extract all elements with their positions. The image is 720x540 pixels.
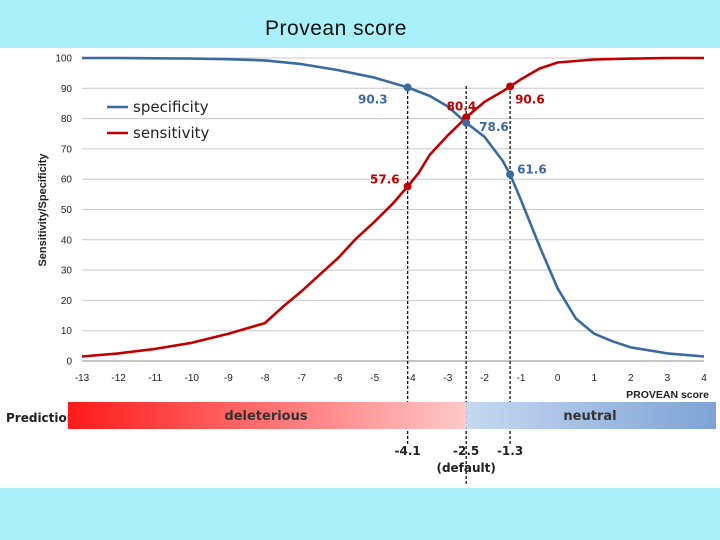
annotation-point-sensitivity bbox=[506, 82, 515, 91]
y-tick-label: 40 bbox=[61, 235, 73, 246]
y-tick-label: 60 bbox=[61, 175, 73, 186]
annotation-point-sensitivity bbox=[403, 182, 412, 191]
x-tick-label: -12 bbox=[111, 373, 126, 384]
top-band bbox=[0, 0, 720, 48]
x-tick-label: -11 bbox=[148, 373, 162, 384]
bottom-band bbox=[0, 488, 720, 540]
x-tick-label: -4 bbox=[407, 373, 416, 384]
legend: specificity sensitivity bbox=[107, 98, 210, 142]
y-axis: 0 10 20 30 40 50 60 70 80 90 100 bbox=[55, 54, 72, 368]
grid-lines bbox=[82, 57, 704, 362]
legend-label-sensitivity: sensitivity bbox=[133, 124, 210, 142]
x-tick-label: 3 bbox=[665, 373, 671, 384]
annotation-label-specificity: 90.3 bbox=[358, 92, 388, 106]
neutral-label: neutral bbox=[563, 409, 616, 424]
x-tick-label: -5 bbox=[370, 373, 379, 384]
annotation-label-specificity: 61.6 bbox=[517, 162, 547, 176]
prediction-label: Prediction: bbox=[6, 411, 80, 425]
series-line-sensitivity bbox=[81, 56, 704, 358]
y-axis-label: Sensitivity/Specificity bbox=[37, 153, 49, 267]
annotation-label-sensitivity: 57.6 bbox=[370, 172, 400, 186]
annotation-point-specificity bbox=[462, 118, 471, 127]
y-tick-label: 0 bbox=[66, 357, 72, 368]
x-tick-label: -1 bbox=[517, 373, 526, 384]
x-tick-label: -3 bbox=[443, 373, 452, 384]
y-tick-label: 10 bbox=[61, 326, 73, 337]
page-title: Provean score bbox=[265, 17, 407, 40]
deleterious-label: deleterious bbox=[224, 409, 307, 424]
x-tick-label: -8 bbox=[260, 373, 269, 384]
x-tick-label: 2 bbox=[628, 373, 634, 384]
y-tick-label: 90 bbox=[61, 84, 73, 95]
x-tick-label: 1 bbox=[591, 373, 597, 384]
y-tick-label: 100 bbox=[55, 54, 72, 65]
x-tick-label: -7 bbox=[297, 373, 306, 384]
y-tick-label: 50 bbox=[61, 205, 73, 216]
neutral-bar bbox=[466, 402, 716, 429]
y-tick-label: 30 bbox=[61, 266, 73, 277]
x-tick-label: -10 bbox=[185, 373, 200, 384]
cutoff-sublabel: (default) bbox=[436, 461, 495, 475]
annotation-points: 90.3 57.6 80.478.6 90.6 61.6 bbox=[358, 82, 547, 191]
annotation-label-sensitivity: 80.4 bbox=[447, 99, 477, 113]
annotation-label-specificity: 78.6 bbox=[479, 120, 509, 134]
x-tick-label: -9 bbox=[224, 373, 233, 384]
y-tick-label: 80 bbox=[61, 114, 73, 125]
deleterious-bar bbox=[68, 402, 467, 429]
y-tick-label: 70 bbox=[61, 144, 73, 155]
x-tick-label: -6 bbox=[334, 373, 343, 384]
annotation-point-specificity bbox=[403, 83, 412, 92]
cutoff-labels: -4.1 -2.5 (default)-1.3 bbox=[395, 444, 524, 475]
cutoff-label: -4.1 bbox=[395, 444, 421, 458]
x-axis: -13 -12 -11 -10 -9 -8 -7 -6 -5 -4 -3 -2 -1 0 1 2 3 4 bbox=[75, 373, 707, 384]
cutoff-label: -1.3 bbox=[497, 444, 523, 458]
x-tick-label: -2 bbox=[480, 373, 489, 384]
x-axis-label: PROVEAN score bbox=[626, 389, 709, 401]
legend-label-specificity: specificity bbox=[133, 98, 209, 116]
annotation-point-specificity bbox=[506, 170, 515, 179]
x-tick-label: 0 bbox=[555, 373, 561, 384]
y-tick-label: 20 bbox=[61, 296, 73, 307]
x-tick-label: -13 bbox=[75, 373, 90, 384]
x-tick-label: 4 bbox=[701, 373, 707, 384]
cutoff-label: -2.5 bbox=[453, 444, 479, 458]
annotation-label-sensitivity: 90.6 bbox=[515, 92, 545, 106]
